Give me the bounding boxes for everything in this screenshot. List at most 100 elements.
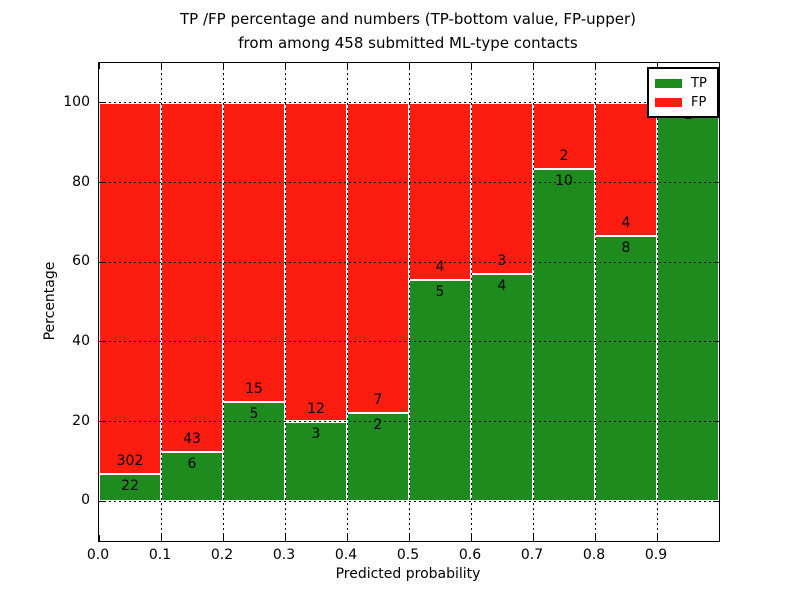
x-tick-mark <box>470 535 472 541</box>
bar-fp-segment <box>99 102 161 475</box>
tp-count-label: 10 <box>555 173 573 190</box>
gridline-horizontal <box>99 182 719 183</box>
y-tick-label: 100 <box>63 93 90 110</box>
y-tick-label: 80 <box>72 173 90 190</box>
legend: TP FP <box>647 67 719 118</box>
y-axis-label: Percentage <box>42 261 58 341</box>
bar-fp-segment <box>471 102 533 274</box>
legend-item-fp: FP <box>655 93 711 112</box>
bar-fp-segment <box>409 102 471 280</box>
plot-area: TP FP 30222436155123724534210481 <box>98 62 720 542</box>
x-tick-label: 0.6 <box>458 547 482 563</box>
gridline-vertical <box>470 63 472 541</box>
x-tick-label: 0.9 <box>644 547 668 563</box>
gridline-vertical <box>222 63 224 541</box>
fp-count-label: 15 <box>245 380 263 397</box>
fp-count-label: 7 <box>373 391 383 408</box>
gridline-vertical <box>532 63 534 541</box>
gridline-horizontal <box>99 421 719 422</box>
x-tick-mark <box>284 535 286 541</box>
bar-tp-segment <box>99 474 161 502</box>
y-tick-mark <box>99 182 105 183</box>
gridline-vertical <box>408 63 410 541</box>
gridline-horizontal <box>99 500 719 502</box>
chart-title: TP /FP percentage and numbers (TP-bottom… <box>98 7 718 55</box>
x-tick-label: 0.5 <box>396 547 420 563</box>
gridline-vertical <box>284 63 286 541</box>
x-tick-mark <box>98 535 100 541</box>
x-tick-mark <box>160 535 162 541</box>
x-tick-label: 0.2 <box>210 547 234 563</box>
x-tick-mark <box>656 535 658 541</box>
y-tick-label: 0 <box>81 492 90 509</box>
bar-fp-segment <box>347 102 409 413</box>
x-tick-mark <box>470 63 472 69</box>
x-tick-mark <box>160 63 162 69</box>
y-tick-label: 40 <box>72 332 90 349</box>
x-tick-label: 0.0 <box>86 547 110 563</box>
x-tick-mark <box>284 63 286 69</box>
bar-tp-segment <box>657 102 719 502</box>
y-tick-mark <box>99 421 105 422</box>
bar-tp-segment <box>533 169 595 502</box>
x-tick-mark <box>532 535 534 541</box>
x-tick-mark <box>656 63 658 69</box>
x-tick-label: 0.4 <box>334 547 358 563</box>
bar-fp-segment <box>161 102 223 453</box>
x-tick-label: 0.8 <box>582 547 606 563</box>
x-tick-label: 0.7 <box>520 547 544 563</box>
fp-count-label: 3 <box>497 252 507 269</box>
x-tick-mark <box>98 63 100 69</box>
chart-title-line1: TP /FP percentage and numbers (TP-bottom… <box>180 10 636 28</box>
fp-count-label: 4 <box>435 258 445 275</box>
gridline-vertical <box>160 63 162 541</box>
gridline-horizontal <box>99 341 719 343</box>
x-tick-mark <box>594 535 596 541</box>
x-tick-mark <box>346 63 348 69</box>
bar-fp-segment <box>533 102 595 170</box>
legend-fp-swatch <box>655 98 682 107</box>
y-tick-mark <box>713 261 719 263</box>
tp-count-label: 22 <box>121 478 139 495</box>
fp-count-label: 4 <box>621 214 631 231</box>
gridline-vertical <box>346 63 348 541</box>
y-tick-mark <box>713 182 719 183</box>
bar-tp-segment <box>347 412 409 502</box>
fp-count-label: 302 <box>116 453 144 470</box>
bar-fp-segment <box>223 102 285 402</box>
fp-count-label: 12 <box>307 400 325 417</box>
tp-count-label: 2 <box>373 416 383 433</box>
legend-fp-label: FP <box>691 95 707 110</box>
x-tick-mark <box>222 63 224 69</box>
y-tick-mark <box>99 261 105 263</box>
x-tick-mark <box>532 63 534 69</box>
gridline-vertical <box>594 63 596 541</box>
legend-tp-label: TP <box>691 76 707 91</box>
legend-item-tp: TP <box>655 74 711 93</box>
y-tick-mark <box>713 341 719 343</box>
gridline-vertical <box>656 63 658 541</box>
y-tick-mark <box>713 500 719 502</box>
x-tick-mark <box>408 535 410 541</box>
fp-count-label: 2 <box>559 148 569 165</box>
y-tick-mark <box>713 421 719 422</box>
chart-title-line2: from among 458 submitted ML-type contact… <box>238 34 578 52</box>
bar-tp-segment <box>595 235 657 502</box>
x-tick-mark <box>222 535 224 541</box>
y-tick-label: 20 <box>72 412 90 429</box>
y-tick-mark <box>99 341 105 343</box>
x-tick-label: 0.3 <box>272 547 296 563</box>
legend-tp-swatch <box>655 79 682 88</box>
tp-count-label: 3 <box>311 425 321 442</box>
y-tick-label: 60 <box>72 253 90 270</box>
tp-count-label: 5 <box>249 405 259 422</box>
tp-count-label: 6 <box>187 456 197 473</box>
tp-count-label: 8 <box>621 239 631 256</box>
bar-tp-segment <box>471 273 533 502</box>
y-tick-mark <box>99 500 105 502</box>
y-tick-mark <box>99 102 105 104</box>
x-tick-mark <box>594 63 596 69</box>
x-tick-label: 0.1 <box>148 547 172 563</box>
bar-tp-segment <box>409 279 471 502</box>
